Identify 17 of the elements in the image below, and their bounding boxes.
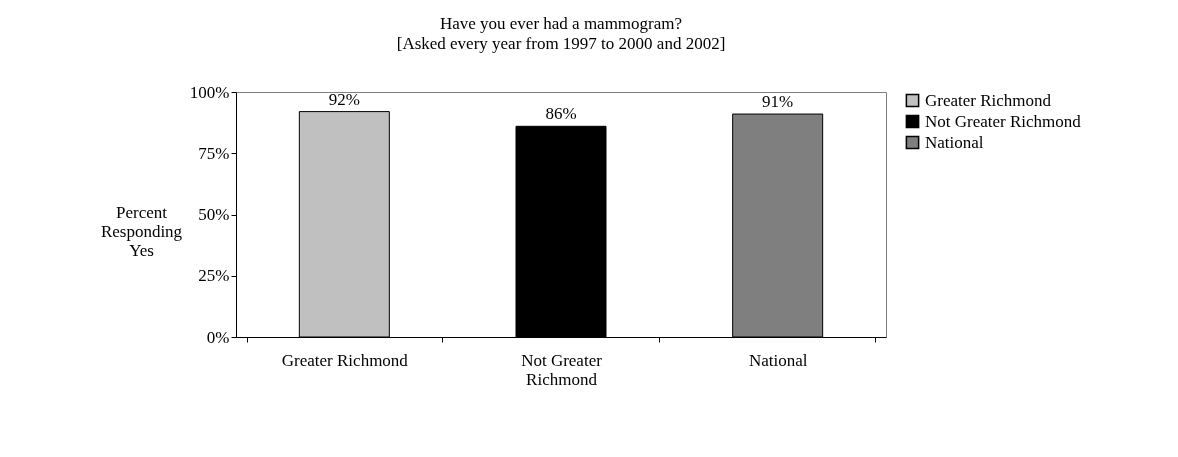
y-tick-label: 100% xyxy=(189,82,230,102)
x-tick-label: Greater Richmond xyxy=(281,350,409,370)
y-tick-label: 25% xyxy=(198,266,230,286)
legend-label: Not Greater Richmond xyxy=(925,111,1082,131)
data-label: 92% xyxy=(328,89,360,109)
legend-label: Greater Richmond xyxy=(925,90,1052,110)
y-axis-title: Percent Responding Yes xyxy=(100,202,183,260)
x-tick-label: Not Greater Richmond xyxy=(521,350,603,389)
y-tick-label: 50% xyxy=(198,205,230,224)
y-tick-label: 75% xyxy=(198,143,230,163)
data-label: 86% xyxy=(545,104,577,124)
x-tick-label: National xyxy=(748,350,808,370)
chart-subtitle: [Asked every year from 1997 to 2000 and 2002] xyxy=(396,34,726,53)
legend-label: National xyxy=(925,132,984,152)
chart-title: Have you ever had a mammogram? xyxy=(439,14,683,33)
data-label: 91% xyxy=(762,92,794,112)
y-tick-label: 0% xyxy=(206,327,230,347)
